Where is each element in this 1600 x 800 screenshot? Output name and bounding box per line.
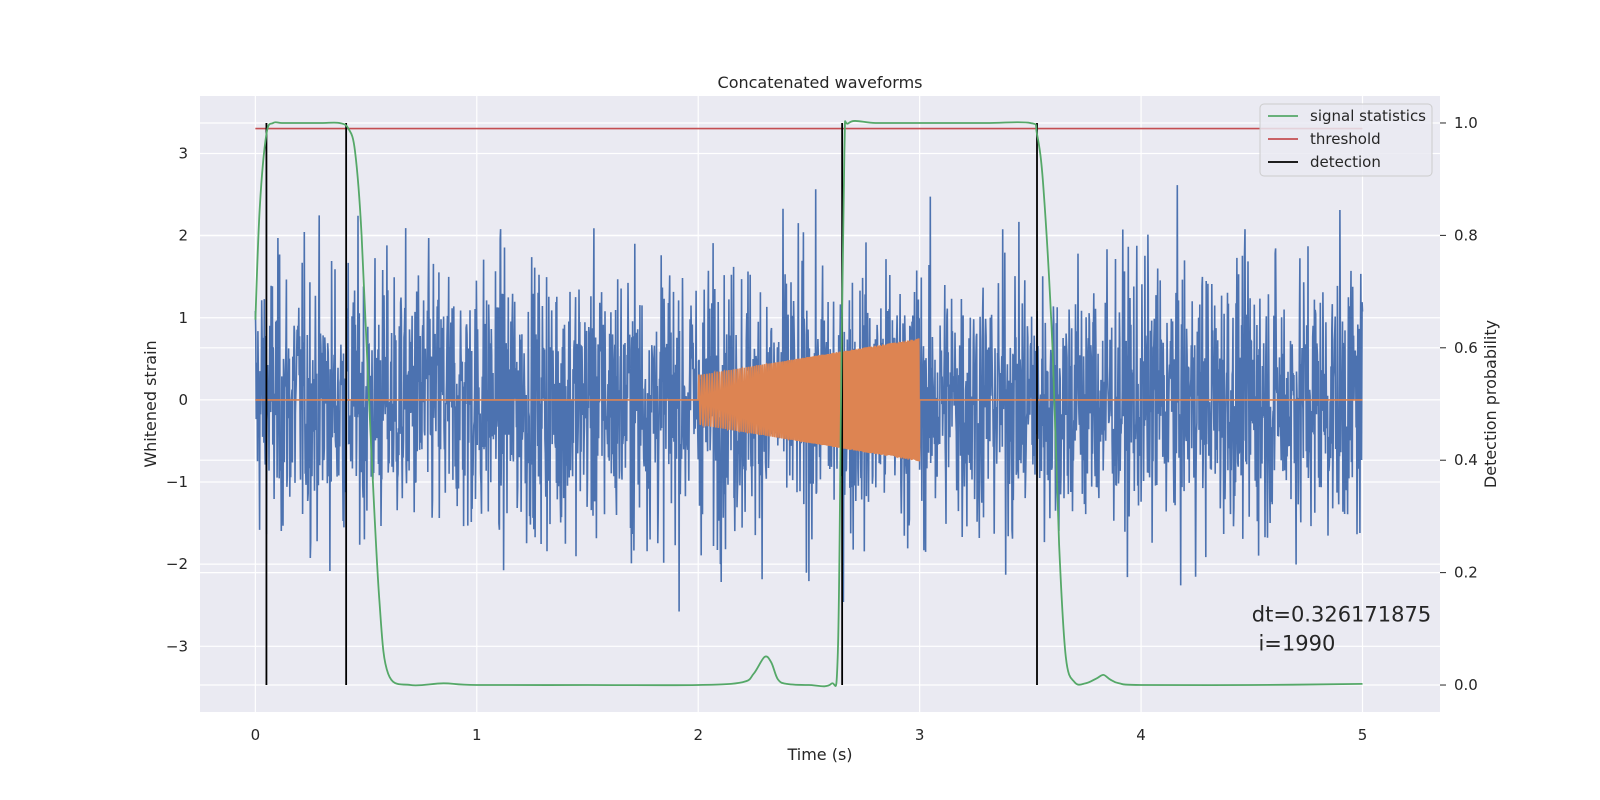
y-axis-label: Whitened strain <box>141 340 160 467</box>
y2-tick-label: 0.2 <box>1454 564 1478 582</box>
axis-ticks: 0 1 2 3 4 5 −3 −2 −1 0 1 2 3 0.0 0.2 0.4 0.6 0.8 1.0 <box>166 114 1478 744</box>
x-tick-label: 3 <box>915 726 925 744</box>
y-tick-label: −3 <box>166 637 188 655</box>
series-noise <box>254 185 1364 612</box>
legend: signal statistics threshold detection <box>1259 103 1433 177</box>
y-tick-label: −2 <box>166 555 188 573</box>
x-tick-label: 5 <box>1358 726 1368 744</box>
series-chirp <box>697 338 921 462</box>
y2-axis-label: Detection probability <box>1481 320 1500 488</box>
plot-area <box>254 120 1364 688</box>
x-tick-label: 4 <box>1136 726 1146 744</box>
legend-box <box>1259 103 1433 177</box>
legend-label-detection: detection <box>1310 153 1381 171</box>
y-tick-label: 0 <box>178 391 188 409</box>
y2-tick-label: 0.0 <box>1454 676 1478 694</box>
legend-label-signal-statistics: signal statistics <box>1310 107 1426 125</box>
series-signal-statistics <box>254 120 1363 688</box>
legend-label-threshold: threshold <box>1310 130 1381 148</box>
annotation: dt=0.326171875 i=1990 <box>1252 603 1431 656</box>
x-tick-label: 1 <box>472 726 482 744</box>
y2-tick-label: 0.8 <box>1454 226 1478 244</box>
annotation-line1: dt=0.326171875 <box>1252 603 1431 627</box>
y-tick-label: 3 <box>178 144 188 162</box>
y2-tick-label: 0.4 <box>1454 451 1478 469</box>
y2-tick-label: 1.0 <box>1454 114 1478 132</box>
x-tick-label: 2 <box>693 726 703 744</box>
x-axis-label: Time (s) <box>786 745 852 764</box>
x-tick-label: 0 <box>251 726 261 744</box>
y2-tick-label: 0.6 <box>1454 339 1478 357</box>
y-tick-label: −1 <box>166 473 188 491</box>
y-tick-label: 2 <box>178 227 188 245</box>
chart-title: Concatenated waveforms <box>718 73 923 92</box>
y-tick-label: 1 <box>178 309 188 327</box>
annotation-line2: i=1990 <box>1252 631 1336 655</box>
